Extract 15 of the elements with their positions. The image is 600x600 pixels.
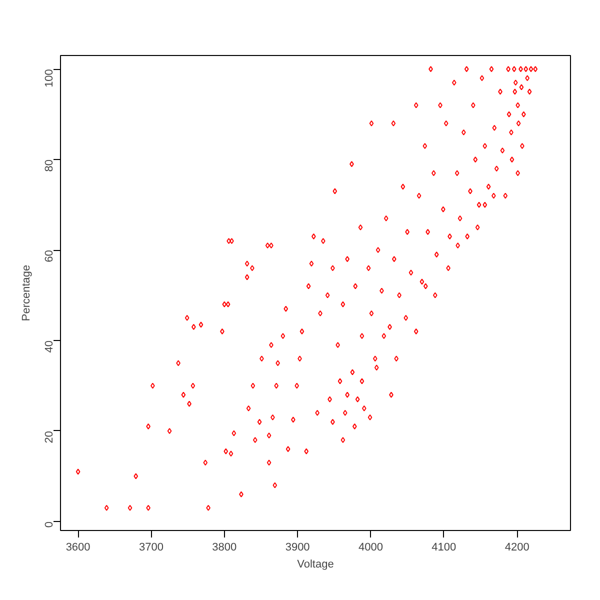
x-tick-label: 3900 (285, 542, 310, 554)
x-tick-label: 3700 (138, 542, 164, 554)
y-axis-title: Percentage (20, 264, 32, 322)
x-tick-label: 4200 (504, 542, 530, 554)
x-tick-label: 3600 (66, 542, 90, 554)
x-tick-label: 4100 (432, 542, 456, 554)
y-tick-label: 20 (44, 430, 56, 444)
x-tick-label: 4000 (358, 542, 383, 554)
y-tick-label: 60 (44, 250, 56, 262)
x-axis-title: Voltage (297, 558, 334, 570)
x-tick-label: 3800 (212, 542, 237, 554)
y-tick-label: 0 (44, 521, 56, 528)
y-tick-label: 100 (44, 69, 56, 88)
y-tick-label: 80 (44, 160, 56, 172)
y-tick-label: 40 (44, 340, 56, 353)
